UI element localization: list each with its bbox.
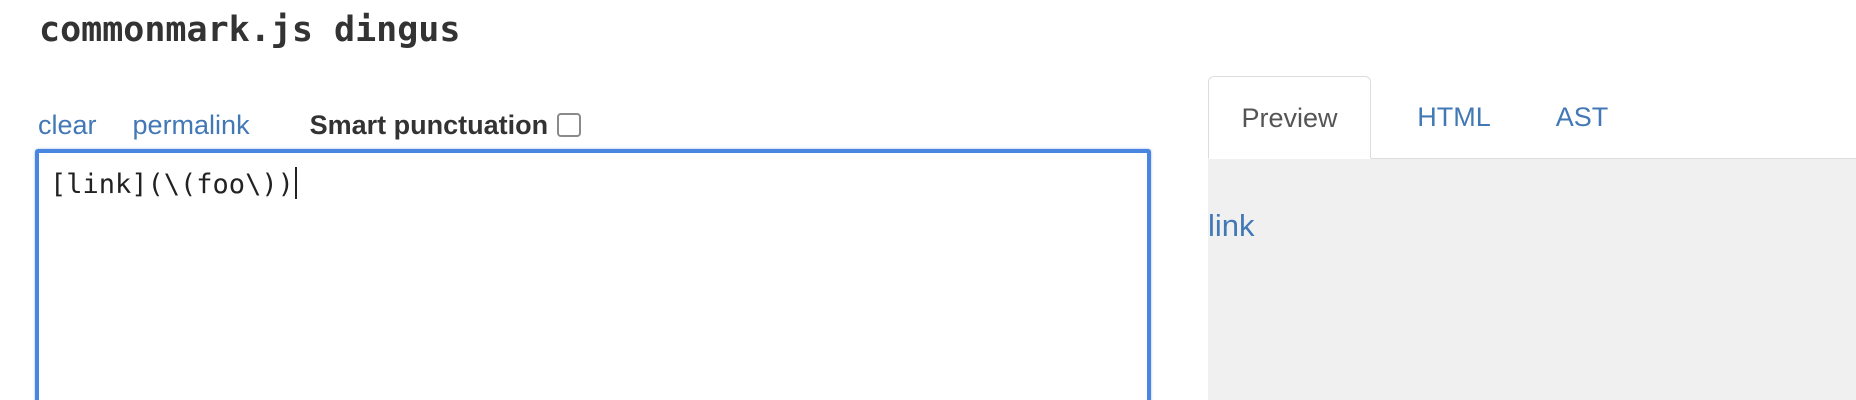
editor-toolbar: clear permalink Smart punctuation (38, 108, 582, 142)
tabs-divider (1208, 158, 1856, 159)
preview-pane: link (1208, 159, 1856, 400)
markdown-input-textarea[interactable]: [link](\(foo\)) (35, 149, 1151, 400)
permalink-link[interactable]: permalink (132, 110, 250, 140)
preview-link[interactable]: link (1208, 208, 1255, 243)
clear-link[interactable]: clear (38, 110, 97, 140)
tab-preview[interactable]: Preview (1208, 76, 1371, 159)
text-caret (294, 167, 297, 199)
output-tabs: Preview HTML AST (1208, 76, 1856, 159)
tab-html[interactable]: HTML (1417, 102, 1491, 132)
tab-ast[interactable]: AST (1555, 102, 1609, 132)
page-title: commonmark.js dingus (39, 10, 461, 50)
editor-text-value: [link](\(foo\)) (50, 169, 294, 200)
smart-punctuation-text: Smart punctuation (309, 110, 549, 140)
editor-content: [link](\(foo\)) (50, 167, 297, 202)
smart-punctuation-label[interactable]: Smart punctuation (310, 108, 582, 142)
smart-punctuation-checkbox[interactable] (557, 113, 582, 137)
